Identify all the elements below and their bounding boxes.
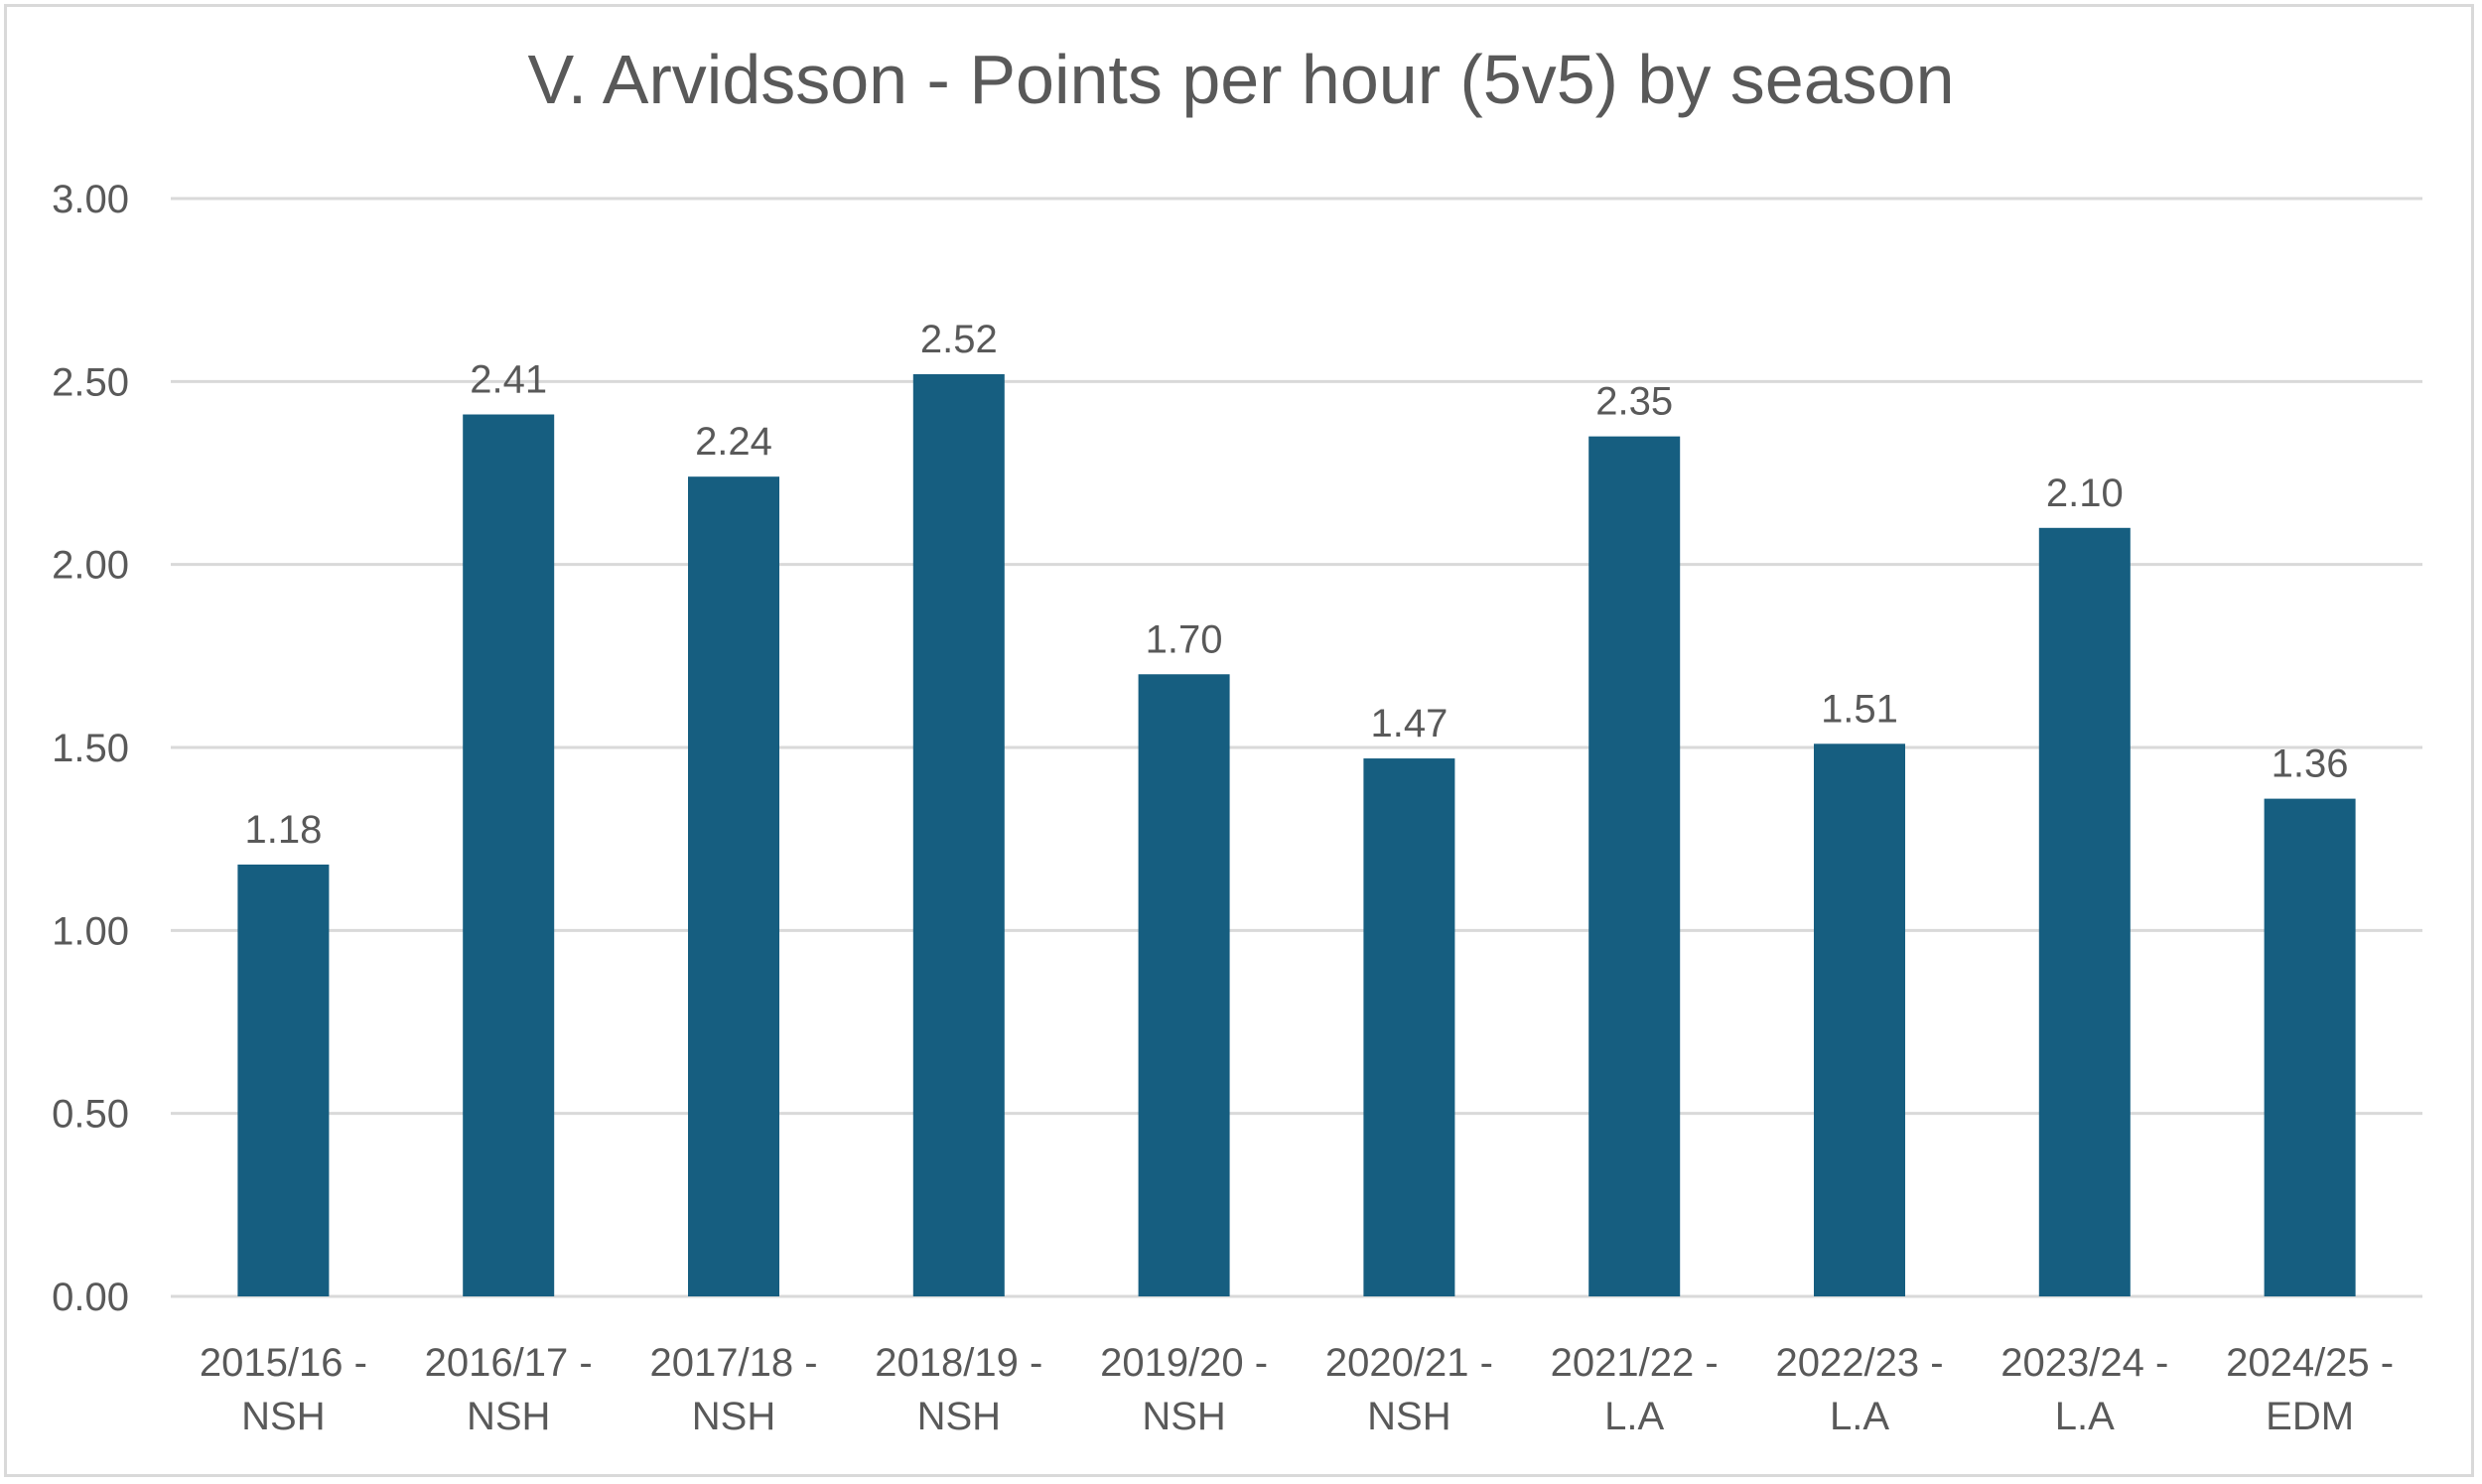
- data-label: 1.36: [2272, 742, 2349, 786]
- x-tick-label-line1: 2021/22 -: [1551, 1341, 1719, 1385]
- x-tick-label-line2: NSH: [467, 1395, 550, 1438]
- x-tick-label-line1: 2015/16 -: [200, 1341, 367, 1385]
- y-tick-label: 1.00: [52, 909, 129, 953]
- data-label: 2.41: [470, 358, 547, 402]
- x-tick-label-line2: L.A: [1830, 1395, 1889, 1438]
- x-tick-label-line2: EDM: [2266, 1395, 2354, 1438]
- bar: [1814, 743, 1905, 1296]
- data-label: 2.35: [1595, 380, 1673, 424]
- x-tick-label-line2: NSH: [917, 1395, 1001, 1438]
- bar: [912, 373, 1005, 1297]
- bar: [688, 476, 779, 1297]
- y-tick-label: 1.50: [52, 727, 129, 770]
- x-tick-label-line1: 2017/18 -: [649, 1341, 817, 1385]
- bar: [1363, 758, 1455, 1296]
- x-tick-label-line1: 2016/17 -: [425, 1341, 593, 1385]
- data-label: 1.18: [244, 808, 322, 852]
- bar: [2038, 527, 2131, 1296]
- y-axis-ticks: 0.00 0.50 1.00 1.50 2.00 2.50 3.00: [52, 178, 129, 1319]
- x-tick-label-line2: L.A: [1604, 1395, 1664, 1438]
- x-tick-label-line1: 2023/24 -: [2000, 1341, 2168, 1385]
- data-label: 2.10: [2046, 472, 2124, 515]
- x-tick-label-line2: NSH: [1142, 1395, 1225, 1438]
- bar: [1588, 436, 1681, 1297]
- x-tick-label-line2: NSH: [241, 1395, 325, 1438]
- data-label: 1.70: [1146, 617, 1223, 661]
- y-tick-label: 2.50: [52, 360, 129, 404]
- x-tick-label-line2: NSH: [1367, 1395, 1450, 1438]
- y-tick-label: 0.50: [52, 1093, 129, 1137]
- bars: [237, 373, 2356, 1297]
- bar: [2264, 798, 2356, 1296]
- data-label: 1.51: [1821, 687, 1898, 731]
- x-axis-ticks: 2015/16 - NSH 2016/17 - NSH 2017/18 - NSH 2018…: [200, 1341, 2394, 1438]
- data-label: 2.52: [920, 318, 998, 361]
- x-tick-label-line1: 2024/25 -: [2226, 1341, 2394, 1385]
- x-tick-label-line2: NSH: [692, 1395, 775, 1438]
- bar: [237, 864, 330, 1296]
- y-tick-label: 0.00: [52, 1276, 129, 1319]
- chart-title: V. Arvidsson - Points per hour (5v5) by …: [527, 41, 1955, 118]
- data-label: 2.24: [695, 420, 772, 464]
- x-tick-label-line2: L.A: [2055, 1395, 2115, 1438]
- x-tick-label-line1: 2018/19 -: [875, 1341, 1042, 1385]
- x-tick-label-line1: 2022/23 -: [1775, 1341, 1943, 1385]
- y-tick-label: 2.00: [52, 544, 129, 588]
- x-tick-label-line1: 2019/20 -: [1100, 1341, 1268, 1385]
- y-tick-label: 3.00: [52, 178, 129, 221]
- data-labels: 1.18 2.41 2.24 2.52 1.70 1.47 2.35 1.51 2.10 1.36: [244, 318, 2348, 852]
- bar: [463, 414, 555, 1297]
- bar: [1138, 674, 1230, 1296]
- x-tick-label-line1: 2020/21 -: [1325, 1341, 1493, 1385]
- data-label: 1.47: [1370, 702, 1448, 745]
